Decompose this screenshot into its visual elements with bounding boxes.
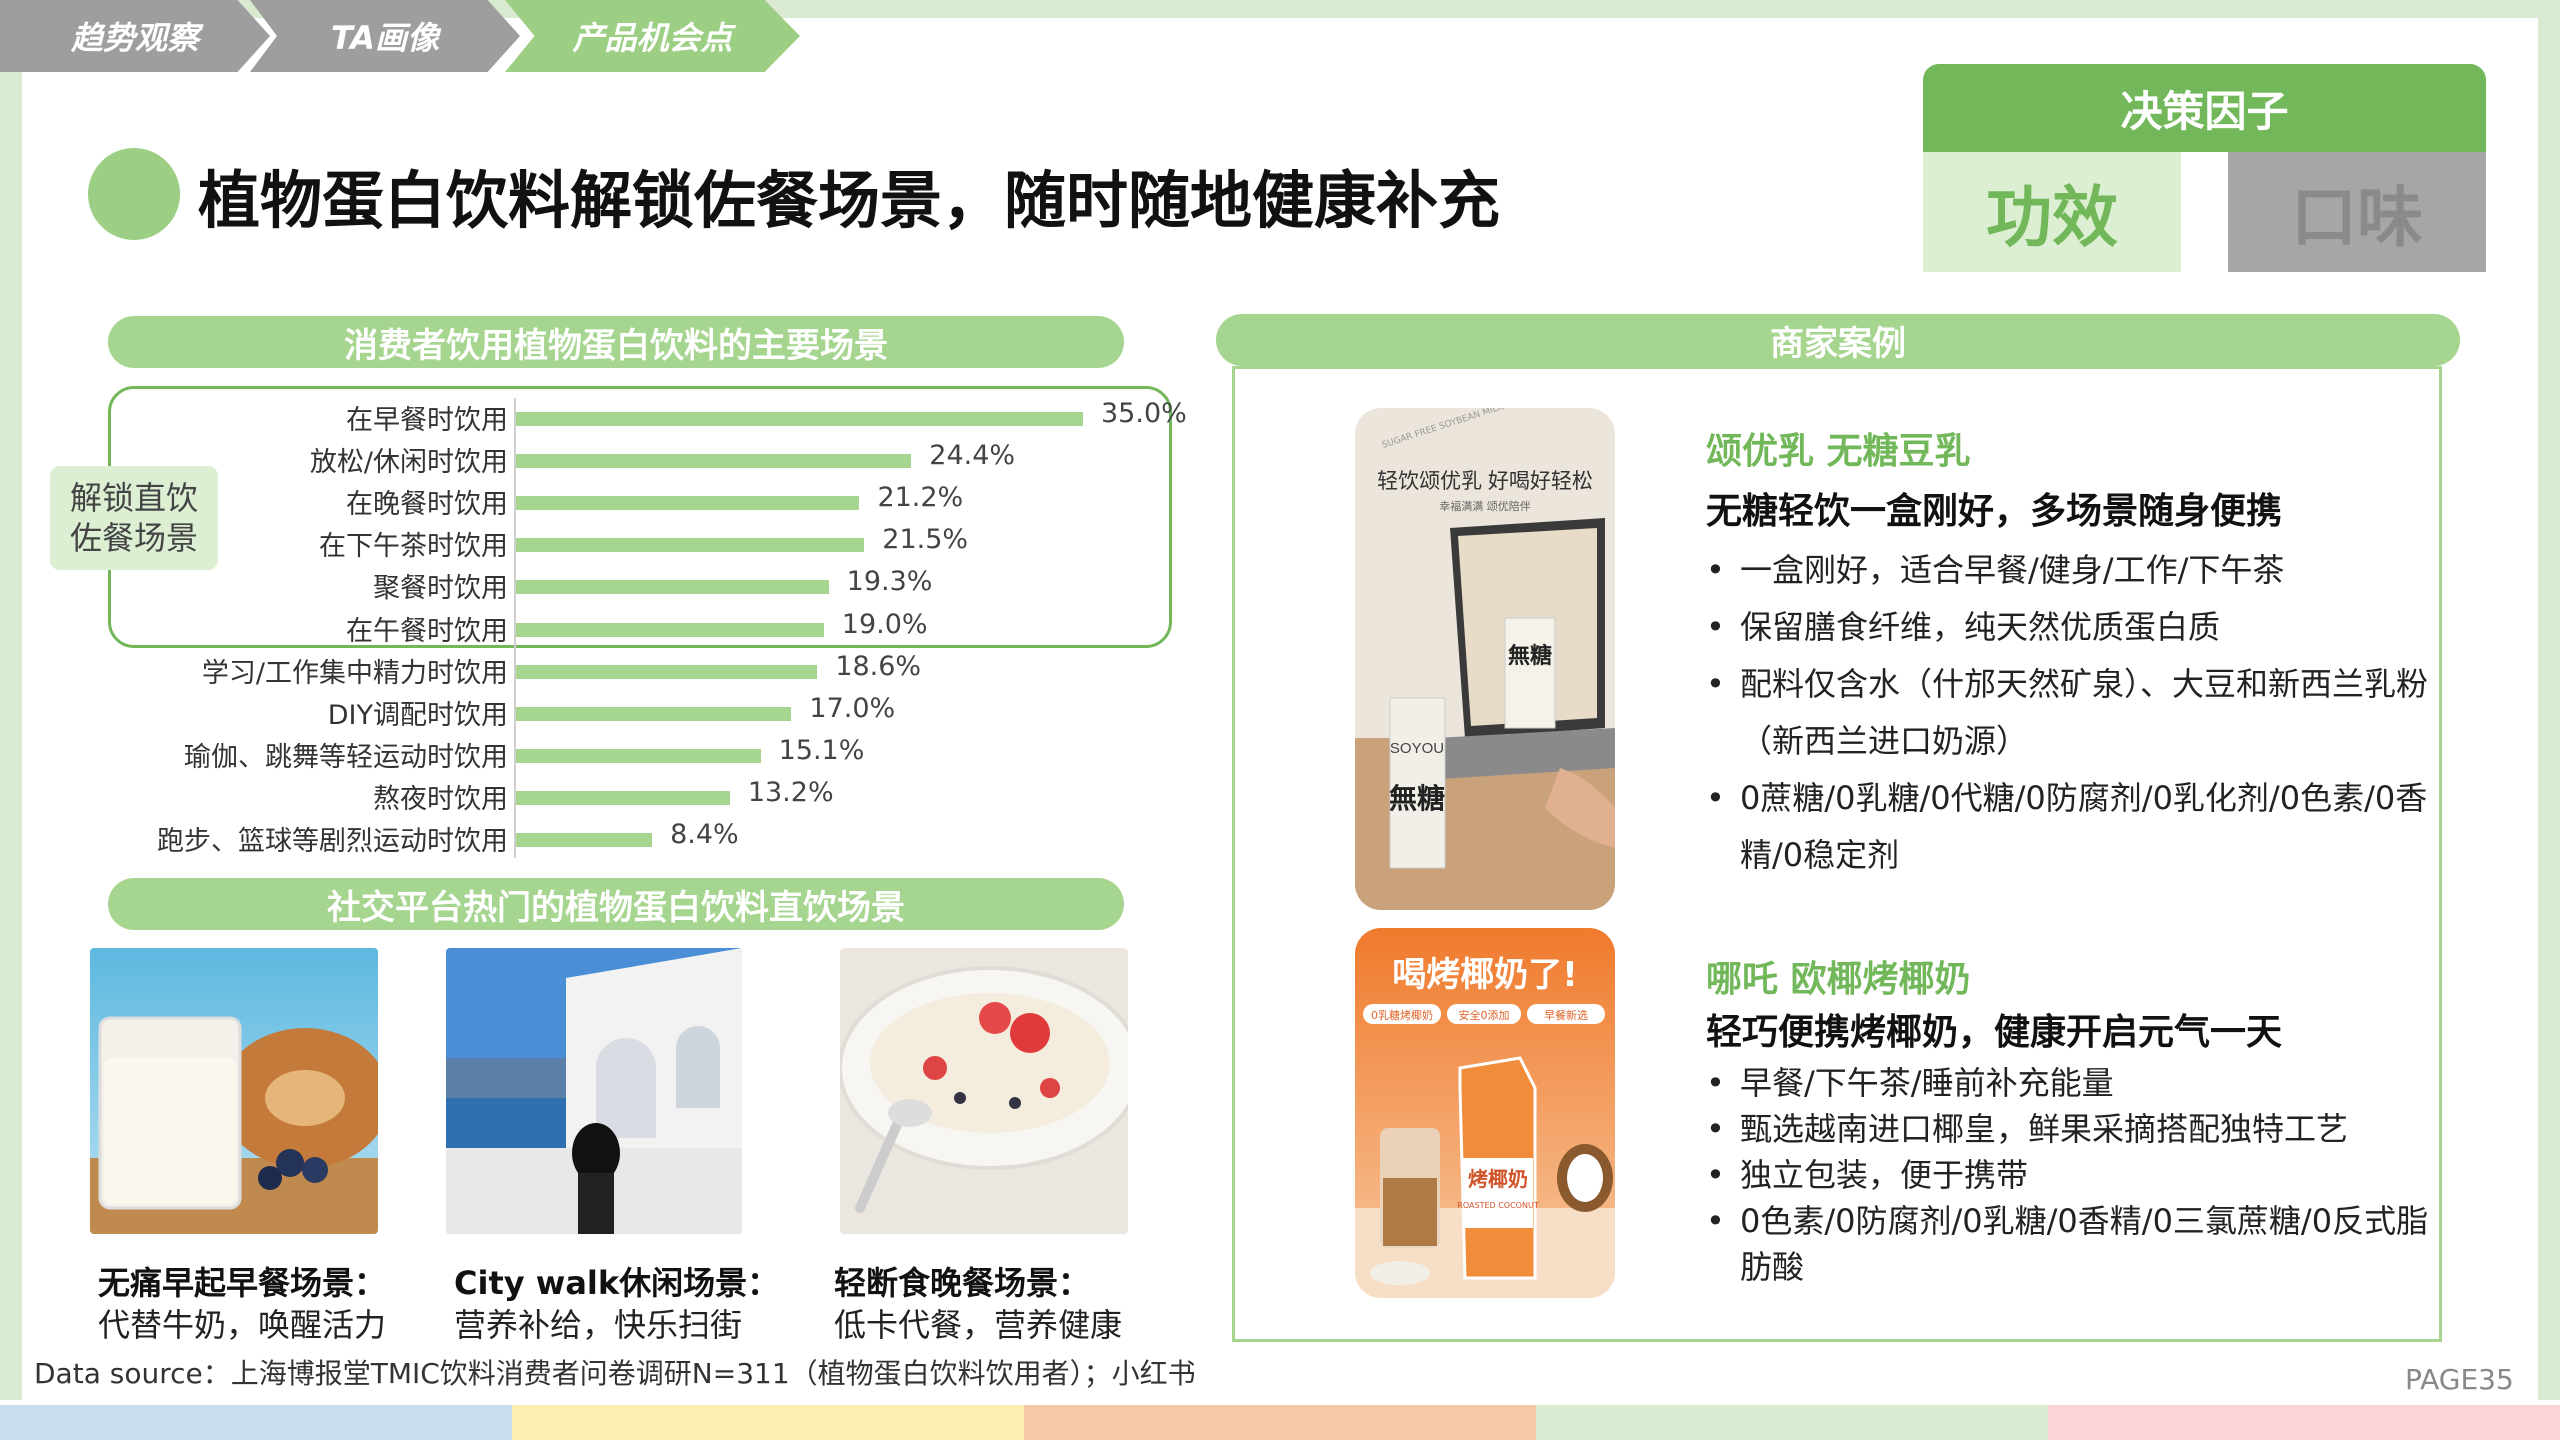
bottom-strip-4 (1536, 1405, 2048, 1440)
case1-brand-mark: SOYOU (1390, 740, 1444, 757)
case1-brand: 颂优乳 无糖豆乳 (1706, 431, 1971, 472)
bottom-strip-2 (512, 1405, 1024, 1440)
bar (516, 496, 860, 511)
bar (516, 622, 824, 637)
decision-factor-header: 决策因子 (1923, 64, 2486, 152)
nav-item-ta[interactable]: TA画像 (250, 0, 520, 72)
scene-desc-citywalk: 营养补给，快乐扫街 (454, 1306, 743, 1344)
page-number: PAGE35 (2405, 1363, 2514, 1396)
section-title-social: 社交平台热门的植物蛋白饮料直饮场景 (108, 878, 1124, 930)
case1-bullet: 一盒刚好，适合早餐/健身/工作/下午茶 (1706, 542, 2446, 599)
bar-value-label: 18.6% (835, 650, 922, 682)
bar-label: 聚餐时饮用 (373, 573, 508, 605)
case2-brand: 哪吒 欧椰烤椰奶 (1706, 959, 1971, 1000)
bar (516, 454, 912, 469)
case2-slogan: 轻巧便携烤椰奶，健康开启元气一天 (1706, 1012, 2283, 1053)
case2-tag-3: 早餐新选 (1544, 1008, 1588, 1022)
bar (516, 748, 761, 763)
case1-bullet: 0蔗糖/0乳糖/0代糖/0防腐剂/0乳化剂/0色素/0香精/0稳定剂 (1706, 770, 2446, 884)
scene-desc-dinner: 低卡代餐，营养健康 (834, 1306, 1123, 1344)
case2-bullet: 0色素/0防腐剂/0乳糖/0香精/0三氯蔗糖/0反式脂肪酸 (1706, 1198, 2436, 1290)
data-source: Data source：上海博报堂TMIC饮料消费者问卷调研N=311（植物蛋白… (34, 1357, 1196, 1390)
bar-label: 学习/工作集中精力时饮用 (201, 657, 508, 689)
bar-label: 在早餐时饮用 (346, 405, 508, 436)
scene-title-dinner: 轻断食晚餐场景： (834, 1264, 1091, 1302)
right-frame (2538, 0, 2560, 1400)
bar-value-label: 35.0% (1101, 398, 1187, 429)
bar (516, 664, 818, 679)
bottom-strip-1 (0, 1405, 512, 1440)
citywalk-photo (446, 948, 742, 1234)
dinner-photo (840, 948, 1128, 1234)
group-tag-line1: 解锁直饮 (69, 479, 198, 517)
nav-item-opportunity[interactable]: 产品机会点 (505, 0, 800, 72)
case1-bullet: 配料仅含水（什邡天然矿泉）、大豆和新西兰乳粉（新西兰进口奶源） (1706, 656, 2446, 770)
page-title: 植物蛋白饮料解锁佐餐场景，随时随地健康补充 (198, 164, 1501, 237)
case2-tag-1: 0乳糖烤椰奶 (1371, 1008, 1433, 1022)
bar-value-label: 24.4% (929, 440, 1016, 472)
group-tag-line2: 佐餐场景 (69, 519, 198, 557)
case1-slogan: 无糖轻饮一盒刚好，多场景随身便携 (1706, 491, 2283, 532)
case1-sub: 幸福满满 颂优陪伴 (1439, 499, 1531, 513)
scene-title-breakfast: 无痛早起早餐场景： (98, 1264, 387, 1302)
case2-bullets: 早餐/下午茶/睡前补充能量 甄选越南进口椰皇，鲜果采摘搭配独特工艺 独立包装，便… (1706, 1060, 2436, 1290)
bar-value-label: 19.3% (846, 566, 933, 598)
bar-label: 瑜伽、跳舞等轻运动时饮用 (184, 741, 508, 773)
case1-pack-text: 無糖 (1508, 643, 1552, 669)
chart-axis (514, 398, 516, 858)
group-tag: 解锁直饮 佐餐场景 (50, 466, 218, 570)
case2-bullet: 早餐/下午茶/睡前补充能量 (1706, 1060, 2436, 1106)
bar-label: 放松/休闲时饮用 (309, 447, 508, 479)
case2-bullet: 甄选越南进口椰皇，鲜果采摘搭配独特工艺 (1706, 1106, 2436, 1152)
bar (516, 412, 1083, 426)
scene-desc-breakfast: 代替牛奶，唤醒活力 (98, 1306, 387, 1344)
bar-label: 熬夜时饮用 (373, 783, 508, 815)
bar-label: 在晚餐时饮用 (346, 489, 508, 521)
bar-label: 在下午茶时饮用 (319, 531, 508, 563)
bar (516, 538, 865, 553)
case1-bullet: 保留膳食纤维，纯天然优质蛋白质 (1706, 599, 2446, 656)
case1-pack-text-2: 無糖 (1389, 782, 1445, 815)
bar (516, 790, 730, 805)
title-dot (88, 148, 180, 240)
decision-factor-inactive: 口味 (2228, 152, 2486, 272)
decision-factor-active: 功效 (1923, 152, 2181, 272)
section-title-scenarios: 消费者饮用植物蛋白饮料的主要场景 (108, 316, 1124, 368)
case1-headline: 轻饮颂优乳 好喝好轻松 (1377, 470, 1593, 493)
scene-title-citywalk: City walk休闲场景： (454, 1264, 780, 1302)
bar (516, 706, 792, 721)
bottom-strip-3 (1024, 1405, 1536, 1440)
case2-pack-text: 烤椰奶 (1468, 1167, 1528, 1191)
case1-bullets: 一盒刚好，适合早餐/健身/工作/下午茶 保留膳食纤维，纯天然优质蛋白质 配料仅含… (1706, 542, 2446, 884)
bar (516, 833, 653, 847)
bar-value-label: 21.2% (877, 482, 964, 514)
breakfast-photo (90, 948, 378, 1234)
bar-value-label: 19.0% (841, 608, 928, 640)
bar-label: DIY调配时饮用 (327, 699, 508, 731)
case2-bullet: 独立包装，便于携带 (1706, 1152, 2436, 1198)
section-title-cases: 商家案例 (1216, 314, 2460, 366)
bar-label: 在午餐时饮用 (346, 615, 508, 647)
bottom-strip-5 (2048, 1405, 2560, 1440)
case2-tag-2: 安全0添加 (1459, 1008, 1510, 1022)
left-frame (0, 0, 22, 1400)
case2-pack-en: ROASTED COCONUT (1457, 1201, 1539, 1210)
case1-image: SUGAR FREE SOYBEAN MILK 轻饮颂优乳 好喝好轻松 幸福满满… (1355, 408, 1615, 910)
bar-value-label: 13.2% (747, 776, 834, 808)
bar-value-label: 15.1% (778, 734, 865, 766)
bar-label: 跑步、篮球等剧烈运动时饮用 (157, 826, 508, 857)
nav-item-trend[interactable]: 趋势观察 (0, 0, 270, 72)
bar-value-label: 21.5% (882, 524, 969, 556)
bar-value-label: 17.0% (809, 692, 896, 724)
bar (516, 580, 829, 595)
bar-value-label: 8.4% (670, 819, 739, 850)
case2-headline: 喝烤椰奶了! (1392, 955, 1578, 995)
case2-image: 喝烤椰奶了! 0乳糖烤椰奶 安全0添加 早餐新选 烤椰奶 ROASTED COC… (1355, 928, 1615, 1298)
